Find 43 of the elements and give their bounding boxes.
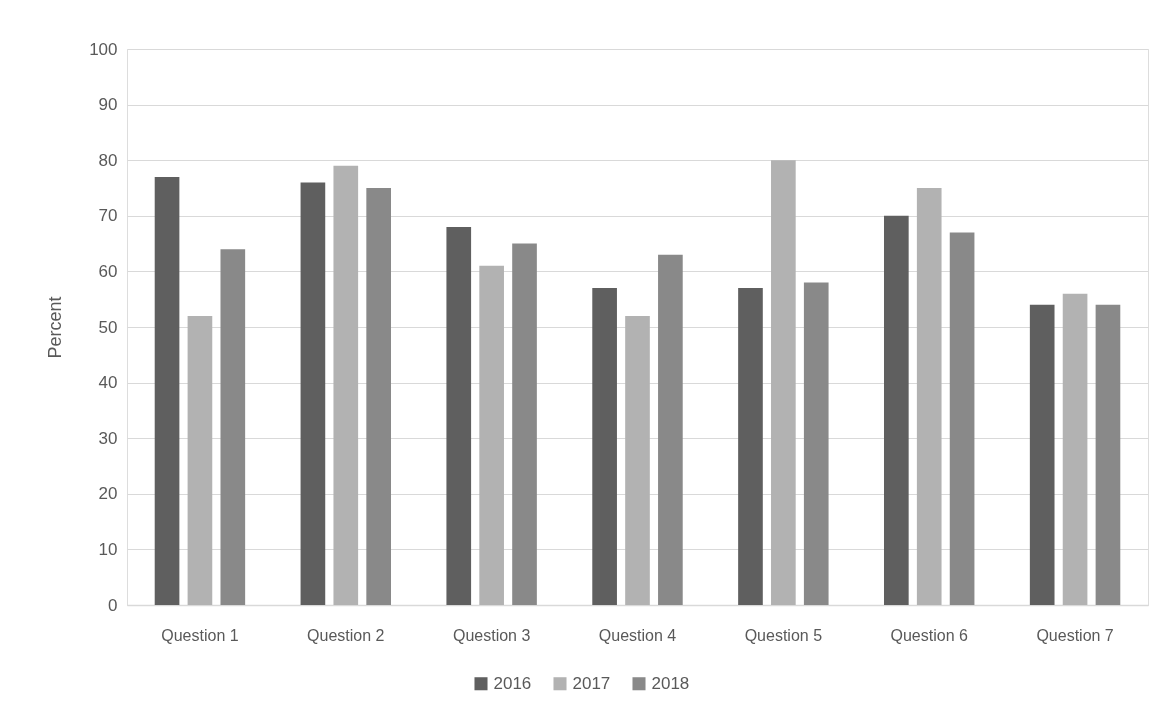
bar: [771, 160, 796, 605]
y-tick-label: 30: [98, 428, 118, 448]
bar: [300, 182, 326, 605]
bar: [1095, 304, 1121, 605]
bar: [479, 265, 504, 605]
bar: [187, 315, 213, 605]
x-tick-label: Question 5: [744, 626, 823, 644]
y-tick-label: 50: [98, 317, 118, 337]
bar: [512, 243, 537, 605]
y-tick-label: 80: [98, 150, 118, 170]
bar: [625, 315, 650, 605]
legend-label: 2016: [493, 673, 532, 693]
bar: [949, 232, 975, 605]
bar: [884, 215, 909, 605]
bar: [916, 188, 942, 605]
y-tick-label: 10: [98, 539, 118, 559]
legend-label: 2018: [651, 673, 690, 693]
x-tick-label: Question 3: [452, 626, 531, 644]
bar: [333, 165, 359, 605]
bar: [1029, 304, 1055, 605]
x-tick-label: Question 1: [161, 626, 239, 644]
y-tick-label: 0: [108, 595, 118, 615]
y-tick-label: 20: [98, 484, 118, 504]
x-tick-label: Question 4: [598, 626, 677, 644]
x-tick-label: Question 2: [307, 626, 385, 644]
x-tick-label: Question 7: [1036, 626, 1114, 644]
y-axis-title: Percent: [45, 296, 66, 359]
bar: [366, 188, 391, 605]
bar: [154, 176, 180, 605]
bar: [446, 226, 472, 605]
bar: [803, 282, 829, 605]
bar: [738, 288, 763, 605]
y-tick-label: 100: [89, 39, 118, 59]
bar: [1062, 293, 1088, 605]
y-tick-label: 40: [98, 373, 118, 393]
x-tick-label: Question 6: [890, 626, 968, 644]
bar: [592, 288, 617, 605]
bar: [220, 249, 246, 605]
y-tick-label: 60: [98, 261, 118, 281]
y-tick-label: 90: [98, 95, 118, 115]
legend-label: 2017: [572, 673, 611, 693]
bar: [658, 254, 683, 605]
y-tick-label: 70: [98, 206, 118, 226]
